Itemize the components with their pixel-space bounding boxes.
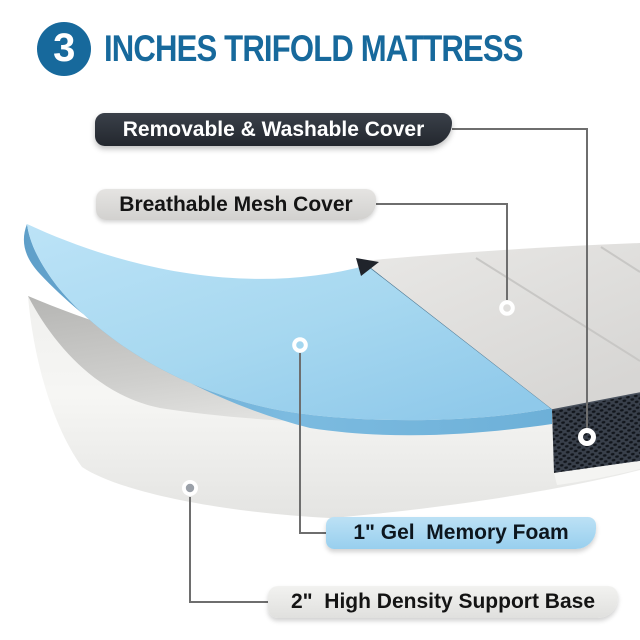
callout-line-support-base [189, 497, 268, 603]
callout-marker-gel-foam [292, 337, 308, 353]
mesh-cover-panel [362, 243, 640, 410]
removable-cover-badge: Removable & Washable Cover [95, 113, 452, 146]
mesh-cover-corner [356, 258, 379, 276]
callout-marker-support-base [182, 480, 198, 496]
page-title: INCHES TRIFOLD MATTRESS [104, 28, 524, 69]
mesh-cover-badge: Breathable Mesh Cover [96, 189, 376, 220]
support-base-label: 2" High Density Support Base [290, 590, 595, 613]
callout-line-gel-foam [299, 353, 326, 534]
callout-line-mesh-cover [376, 203, 508, 300]
base-bottom-strip [554, 461, 640, 485]
support-base-top-shadow [28, 296, 552, 424]
mesh-side-band [552, 393, 640, 473]
gel-foam-badge: 1" Gel Memory Foam [326, 517, 596, 549]
mesh-side-band-edge [551, 392, 640, 411]
header: 3 INCHES TRIFOLD MATTRESS [0, 16, 640, 82]
gel-foam-label: 1" Gel Memory Foam [353, 521, 569, 544]
gel-foam-top [27, 224, 552, 421]
removable-cover-label: Removable & Washable Cover [122, 117, 425, 141]
fold-seam-1 [475, 257, 640, 362]
mesh-cover-label: Breathable Mesh Cover [119, 192, 353, 216]
fold-seam-2 [600, 246, 640, 273]
inches-number-badge: 3 [37, 22, 92, 76]
callout-line-removable-cover [452, 128, 588, 429]
callout-marker-removable-cover [578, 428, 596, 446]
support-base-badge: 2" High Density Support Base [268, 586, 618, 618]
callout-marker-mesh-cover [499, 300, 515, 316]
